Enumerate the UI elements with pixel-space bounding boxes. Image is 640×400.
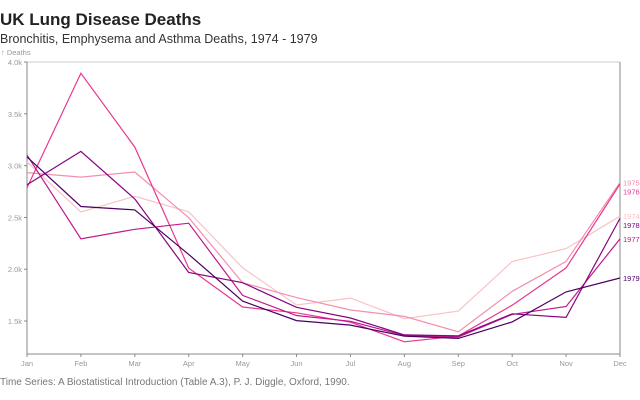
- chart-subtitle: Bronchitis, Emphysema and Asthma Deaths,…: [0, 32, 318, 46]
- series-label-1975: 1975: [623, 179, 640, 188]
- x-tick-label: Dec: [613, 359, 627, 368]
- source-note: Time Series: A Biostatistical Introducti…: [0, 377, 350, 388]
- x-tick-label: Apr: [183, 359, 195, 368]
- x-tick-label: Nov: [559, 359, 573, 368]
- chart-title: UK Lung Disease Deaths: [0, 10, 202, 29]
- x-tick-label: Aug: [398, 359, 411, 368]
- y-tick-label: 1.5k: [8, 317, 22, 326]
- y-tick-label: 3.5k: [8, 110, 22, 119]
- series-label-1977: 1977: [623, 235, 640, 244]
- series-line-1977: [26, 154, 621, 338]
- y-axis-label: ↑ Deaths: [1, 48, 31, 57]
- x-tick-label: Jun: [290, 359, 302, 368]
- x-tick-label: Sep: [452, 359, 465, 368]
- y-tick-label: 2.5k: [8, 213, 22, 222]
- y-tick-label: 4.0k: [8, 58, 22, 67]
- x-tick-label: Feb: [74, 359, 87, 368]
- x-tick-label: Mar: [128, 359, 141, 368]
- y-tick-label: 2.0k: [8, 265, 22, 274]
- series-line-1978: [26, 150, 621, 337]
- y-tick-label: 3.0k: [8, 162, 22, 171]
- series-line-1975: [26, 171, 621, 333]
- series-line-1976: [26, 72, 621, 343]
- x-tick-label: Jul: [346, 359, 356, 368]
- series-label-1974: 1974: [623, 212, 640, 221]
- series-line-1974: [26, 161, 621, 320]
- x-tick-label: Jan: [21, 359, 33, 368]
- x-tick-label: Oct: [506, 359, 519, 368]
- x-tick-label: May: [236, 359, 250, 368]
- series-label-1979: 1979: [623, 274, 640, 283]
- series-line-1979: [26, 156, 621, 340]
- series-label-1978: 1978: [623, 221, 640, 230]
- series-label-1976: 1976: [623, 188, 640, 197]
